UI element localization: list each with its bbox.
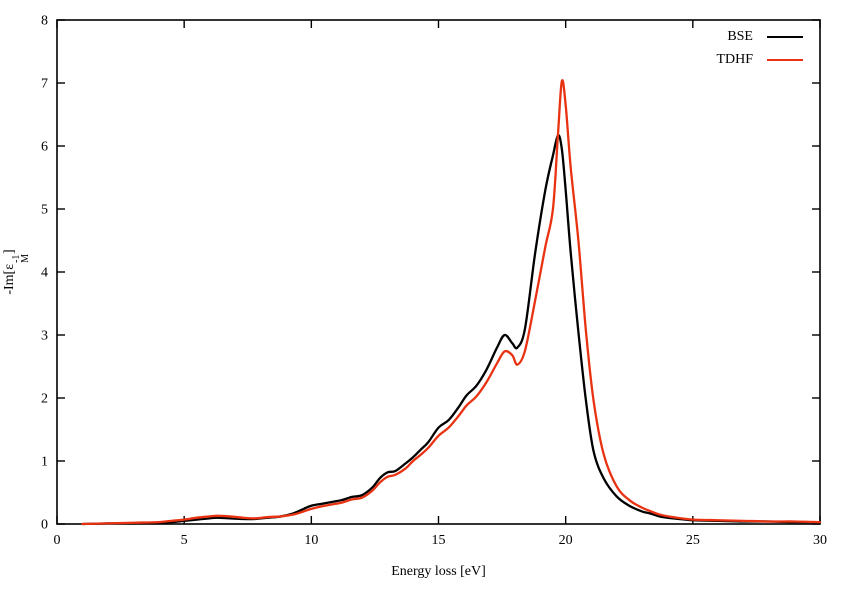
y-tick-label: 3 [41,329,48,344]
y-tick-label: 4 [41,266,48,281]
x-tick-label: 30 [813,533,827,548]
x-axis-label: Energy loss [eV] [391,564,486,579]
y-axis-label-script: -1 M [11,254,31,263]
y-tick-label: 2 [41,392,48,407]
x-tick-label: 5 [181,533,188,548]
legend-entry-bse: BSE [716,25,803,48]
x-tick-label: 10 [304,533,318,548]
y-tick-label: 7 [41,77,48,92]
y-tick-label: 1 [41,455,48,470]
y-axis-label: -Im[ε -1 M] [2,249,31,295]
y-axis-label-subscript: M [19,254,31,263]
y-tick-label: 0 [41,518,48,533]
plot-border [56,19,821,525]
x-tick-label: 15 [432,533,446,548]
x-tick-label: 20 [559,533,573,548]
y-tick-label: 6 [41,140,48,155]
y-tick-label: 8 [41,14,48,29]
x-tick-label: 0 [54,533,61,548]
legend-entry-tdhf: TDHF [716,48,803,71]
legend-line-sample-tdhf [767,58,803,61]
legend: BSE TDHF [716,25,803,71]
y-tick-label: 5 [41,203,48,218]
y-axis-label-prefix: -Im[ε [2,263,17,295]
curve-tdhf [81,79,822,526]
legend-label-bse: BSE [727,28,753,44]
legend-label-tdhf: TDHF [716,51,753,67]
y-axis-label-suffix: ] [2,249,17,254]
x-tick-label: 25 [686,533,700,548]
legend-line-sample-bse [767,35,803,38]
curve-bse [81,134,822,526]
